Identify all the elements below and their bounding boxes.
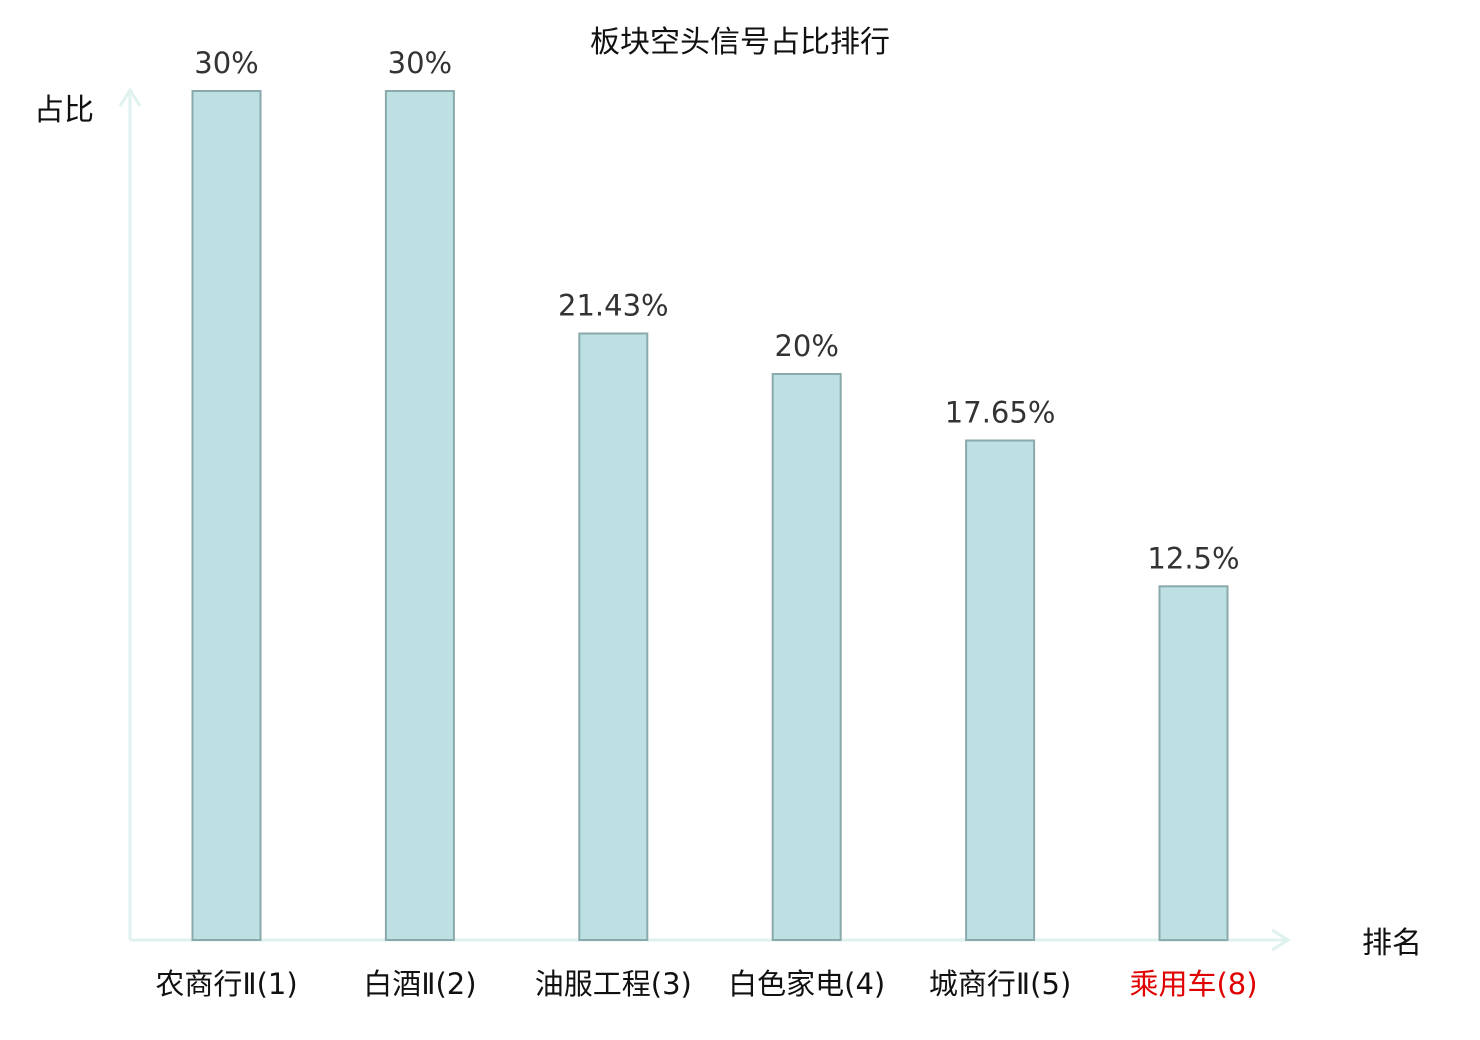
bar-3	[578, 332, 649, 941]
category-label-3: 油服工程(3)	[535, 967, 692, 1001]
x-axis-label: 排名	[1362, 926, 1422, 961]
bar-value-label-1: 30%	[194, 46, 258, 80]
value-labels-group: 30% 30% 21.43% 20% 17.65% 12.5%	[194, 46, 1239, 575]
y-axis-arrow-icon	[118, 87, 142, 107]
bar-value-label-4: 20%	[774, 329, 838, 363]
x-axis	[130, 928, 1291, 952]
bar-6	[1158, 585, 1229, 942]
bar-5	[965, 439, 1036, 941]
bar-value-label-6: 12.5%	[1147, 541, 1239, 575]
x-axis-arrow-icon	[1271, 928, 1291, 952]
y-axis	[118, 87, 142, 940]
category-label-4: 白色家电(4)	[728, 967, 885, 1001]
y-axis-label: 占比	[34, 93, 94, 128]
category-label-5: 城商行Ⅱ(5)	[929, 967, 1071, 1001]
category-label-6: 乘用车(8)	[1129, 967, 1257, 1001]
category-labels-group: 农商行Ⅱ(1) 白酒Ⅱ(2) 油服工程(3) 白色家电(4) 城商行Ⅱ(5) 乘用车(8)	[155, 967, 1257, 1001]
bar-value-label-5: 17.65%	[945, 396, 1056, 430]
bar-1	[191, 90, 262, 941]
bar-value-label-3: 21.43%	[558, 289, 669, 323]
bars-group	[191, 90, 1229, 942]
bar-value-label-2: 30%	[388, 46, 452, 80]
chart-title: 板块空头信号占比排行	[590, 25, 890, 60]
category-label-2: 白酒Ⅱ(2)	[363, 967, 476, 1001]
bar-2	[384, 90, 455, 941]
bar-4	[771, 373, 842, 941]
category-label-1: 农商行Ⅱ(1)	[155, 967, 297, 1001]
